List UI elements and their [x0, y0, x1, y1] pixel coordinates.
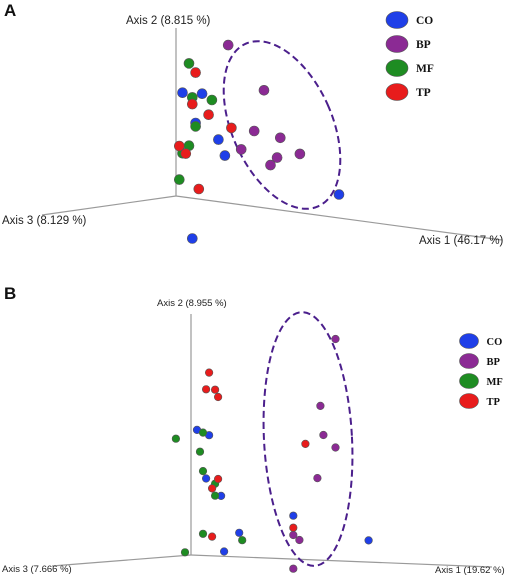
point-bp-2	[316, 401, 325, 410]
point-co-6	[187, 233, 198, 244]
point-mf-4	[206, 94, 218, 106]
axis-1-line	[190, 554, 493, 568]
pcoa-plot-b: B Axis 2 (8.955 %) Axis 1 (19.62 %) Axis…	[2, 284, 505, 576]
point-bp-5	[274, 132, 286, 144]
legend-swatch-mf	[385, 59, 409, 77]
point-tp-3	[211, 385, 220, 394]
point-bp-7	[295, 535, 304, 545]
legend-a: CO BP MF TP	[385, 11, 434, 101]
point-bp-8	[289, 564, 298, 573]
point-tp-6	[180, 148, 192, 159]
point-bp-4	[331, 443, 340, 452]
legend-swatch-bp	[385, 35, 409, 53]
point-tp-9	[208, 532, 217, 541]
point-mf-1	[183, 58, 195, 69]
axis-3-label: Axis 3 (7.666 %)	[2, 564, 72, 575]
point-bp-3	[319, 430, 328, 440]
point-bp-2	[258, 85, 270, 96]
legend-label-tp: TP	[487, 397, 501, 408]
pcoa-panel-a: A Axis 2 (8.815 %) Axis 1 (46.17 %) Axis…	[2, 1, 504, 247]
legend-label-co: CO	[416, 15, 433, 27]
point-tp-3	[203, 109, 214, 120]
legend-swatch-tp	[385, 83, 409, 101]
axis-3-line	[41, 195, 177, 216]
bp-cluster-ellipse	[262, 311, 354, 567]
legend-label-mf: MF	[416, 63, 434, 75]
legend-label-bp: BP	[487, 357, 501, 368]
legend-swatch-bp	[459, 353, 479, 369]
point-bp-4	[235, 144, 247, 155]
pcoa-panel-b: B Axis 2 (8.955 %) Axis 1 (19.62 %) Axis…	[0, 284, 510, 578]
axis-3-line	[51, 554, 192, 567]
axis-3-label: Axis 3 (8.129 %)	[2, 215, 87, 227]
legend-swatch-tp	[459, 393, 479, 409]
legend-swatch-mf	[459, 373, 479, 389]
point-co-5	[289, 511, 298, 520]
point-tp-5	[301, 439, 310, 448]
point-mf-6	[211, 491, 220, 500]
point-co-8	[364, 536, 373, 545]
point-tp-8	[289, 523, 298, 532]
point-tp-4	[214, 392, 223, 402]
point-bp-1	[222, 39, 234, 51]
point-tp-7	[193, 183, 205, 195]
point-mf-1	[171, 434, 180, 443]
axis-1-label: Axis 1 (19.62 %)	[435, 565, 505, 576]
pcoa-plot-a: A Axis 2 (8.815 %) Axis 1 (46.17 %) Axis…	[2, 1, 504, 247]
legend-label-co: CO	[487, 337, 503, 348]
point-bp-5	[313, 474, 322, 483]
point-bp-7	[265, 159, 276, 171]
axis-1-line	[175, 195, 503, 241]
legend-b: CO BP MF TP	[459, 333, 503, 409]
point-mf-9	[180, 548, 190, 557]
panel-label-b: B	[4, 284, 16, 303]
point-tp-5	[174, 140, 185, 152]
axis-2-label: Axis 2 (8.955 %)	[157, 298, 227, 309]
point-tp-2	[187, 98, 198, 110]
point-bp-8	[294, 148, 306, 160]
point-bp-1	[331, 334, 340, 344]
point-bp-3	[248, 125, 260, 137]
legend-label-bp: BP	[416, 39, 431, 51]
points-group-a	[174, 39, 345, 244]
point-mf-3	[190, 121, 201, 132]
point-co-2	[196, 88, 208, 99]
legend-swatch-co	[459, 333, 479, 349]
point-mf-2	[198, 428, 208, 437]
bp-cluster-ellipse	[222, 40, 342, 210]
points-group-b	[171, 334, 373, 573]
point-co-7	[333, 189, 345, 200]
point-tp-7	[208, 484, 217, 493]
point-tp-1	[205, 368, 214, 377]
point-co-4	[213, 134, 224, 145]
point-mf-4	[198, 467, 208, 476]
point-tp-2	[202, 385, 211, 394]
point-co-1	[177, 87, 188, 98]
legend-label-tp: TP	[416, 87, 431, 99]
point-mf-7	[238, 536, 247, 545]
point-bp-6	[271, 152, 283, 163]
point-mf-7	[174, 174, 185, 185]
axis-1-label: Axis 1 (46.17 %)	[419, 235, 504, 247]
legend-swatch-co	[385, 11, 409, 29]
point-bp-6	[289, 530, 298, 540]
point-tp-4	[226, 122, 237, 134]
legend-label-mf: MF	[487, 377, 503, 388]
point-mf-3	[195, 447, 205, 456]
axis-2-label: Axis 2 (8.815 %)	[126, 15, 211, 27]
panel-label-a: A	[4, 1, 16, 20]
point-co-7	[220, 547, 229, 556]
point-mf-8	[198, 529, 208, 538]
point-co-3	[202, 474, 211, 483]
point-tp-6	[214, 474, 223, 484]
point-co-6	[235, 528, 244, 537]
point-co-5	[219, 150, 231, 161]
point-tp-1	[190, 67, 201, 78]
